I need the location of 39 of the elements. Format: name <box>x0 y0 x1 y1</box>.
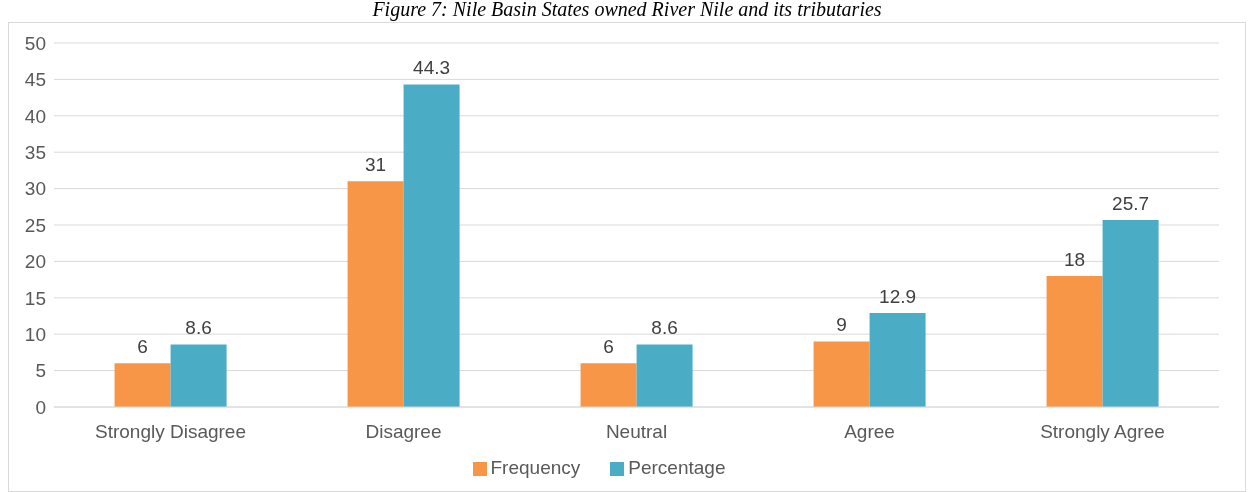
bar <box>636 344 693 407</box>
data-label: 31 <box>365 154 387 176</box>
bar <box>580 363 637 407</box>
x-tick-label: Strongly Disagree <box>94 421 247 443</box>
bar <box>347 181 404 407</box>
bar <box>170 344 227 407</box>
data-label: 6 <box>603 336 614 358</box>
bar <box>114 363 171 407</box>
x-tick-label: Disagree <box>365 421 442 443</box>
data-label: 6 <box>137 336 148 358</box>
bar <box>403 84 460 407</box>
data-label: 44.3 <box>413 57 451 79</box>
data-label: 12.9 <box>879 286 917 308</box>
legend-label: Percentage <box>628 457 726 478</box>
data-label: 18 <box>1064 248 1086 270</box>
y-tick-label: 40 <box>24 105 46 127</box>
y-tick-label: 10 <box>24 323 46 345</box>
data-label: 25.7 <box>1112 192 1150 214</box>
data-label: 8.6 <box>651 317 678 339</box>
data-label: 9 <box>836 314 847 336</box>
y-tick-label: 0 <box>35 396 46 418</box>
y-tick-label: 35 <box>24 141 46 163</box>
bar <box>813 341 870 407</box>
y-tick-label: 45 <box>24 69 46 91</box>
bar <box>869 313 926 407</box>
y-tick-label: 50 <box>24 32 46 54</box>
bar <box>1046 275 1103 407</box>
y-tick-label: 25 <box>24 214 46 236</box>
y-tick-label: 20 <box>24 251 46 273</box>
y-tick-label: 30 <box>24 178 46 200</box>
chart-title: Figure 7: Nile Basin States owned River Nile and its tributaries <box>371 0 883 21</box>
bar <box>1102 219 1159 407</box>
y-tick-label: 5 <box>35 360 46 382</box>
legend-label: Frequency <box>490 457 581 478</box>
data-label: 8.6 <box>185 317 212 339</box>
x-tick-label: Strongly Agree <box>1040 421 1165 443</box>
x-tick-label: Neutral <box>605 421 668 443</box>
x-tick-label: Agree <box>844 421 895 443</box>
y-tick-label: 15 <box>24 287 46 309</box>
